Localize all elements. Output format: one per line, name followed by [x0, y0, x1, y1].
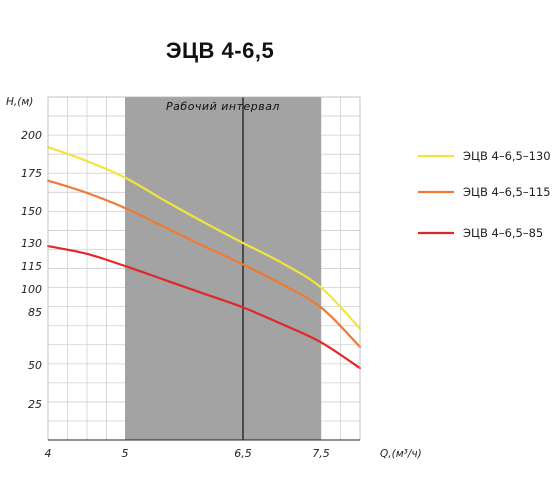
legend-label-1: ЭЦВ 4–6,5–130 [463, 149, 551, 163]
y-tick-label: 150 [21, 205, 42, 218]
series-layer [46, 146, 362, 370]
x-tick-label: 4 [45, 447, 52, 460]
legend-label-2: ЭЦВ 4–6,5–115 [463, 185, 551, 199]
chart-title: ЭЦВ 4-6,5 [165, 38, 275, 63]
series-line-3 [46, 244, 362, 370]
y-tick-label: 130 [21, 237, 42, 250]
working-interval-label: Рабочий интервал [166, 100, 280, 113]
y-tick-label: 175 [21, 167, 42, 180]
x-axis-label: Q,(м³/ч) [380, 448, 422, 460]
legend-label-3: ЭЦВ 4–6,5–85 [463, 226, 543, 240]
y-tick-label: 200 [21, 129, 42, 142]
y-tick-label: 115 [21, 260, 42, 273]
series-line-2 [46, 179, 362, 348]
y-tick-label: 50 [28, 359, 42, 372]
y-tick-label: 100 [21, 283, 42, 296]
x-tick-label: 6,5 [234, 447, 252, 460]
legend: ЭЦВ 4–6,5–130 ЭЦВ 4–6,5–115 ЭЦВ 4–6,5–85 [418, 149, 551, 240]
y-axis-label: Н,(м) [6, 96, 33, 108]
series-line-1 [46, 146, 362, 330]
working-interval-rect [125, 97, 321, 440]
x-tick-label: 7,5 [312, 447, 330, 460]
y-tick-label: 25 [28, 398, 42, 411]
x-tick-label: 5 [122, 447, 129, 460]
working-interval-band: Рабочий интервал [125, 97, 321, 440]
axis-layer: 200 175 150 130 115 100 85 50 25 4 5 6,5 7,5 Н,(м) Q,(… [6, 96, 422, 460]
y-tick-label: 85 [28, 306, 42, 319]
